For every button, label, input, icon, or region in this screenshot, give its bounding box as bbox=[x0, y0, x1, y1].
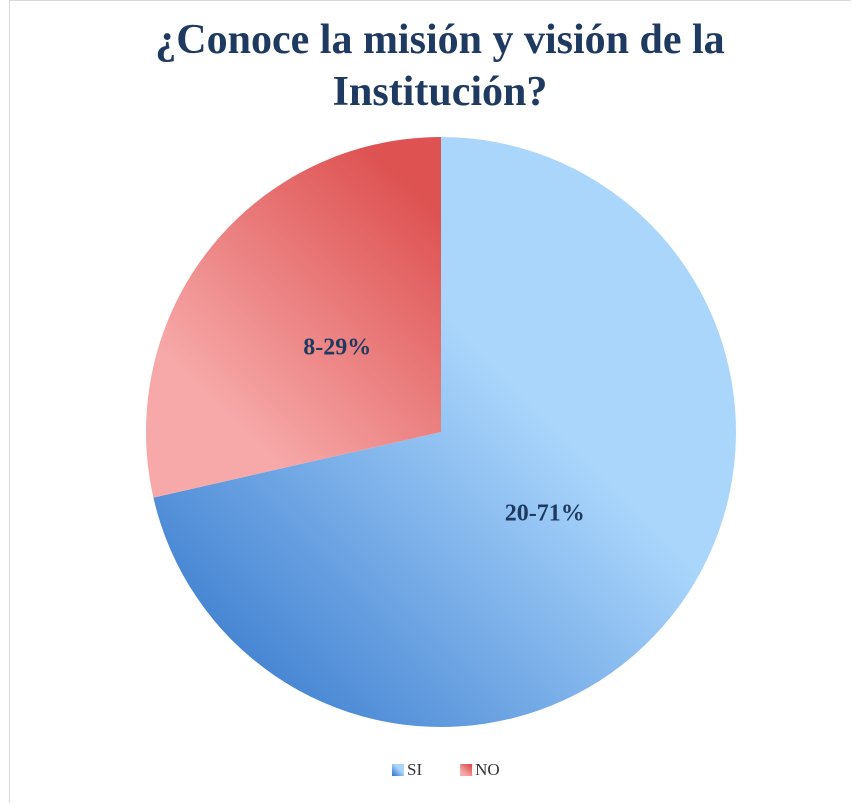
chart-title: ¿Conoce la misión y visión de la Institu… bbox=[155, 17, 725, 115]
legend-swatch bbox=[460, 764, 473, 776]
legend-label: NO bbox=[475, 760, 500, 779]
data-label: 20-71% bbox=[505, 500, 585, 526]
pie-slice bbox=[145, 137, 441, 498]
chart-frame bbox=[9, 0, 851, 803]
legend-label: SI bbox=[407, 760, 422, 779]
legend-swatch bbox=[392, 764, 404, 776]
pie-slice bbox=[153, 137, 737, 727]
data-label: 8-29% bbox=[303, 335, 371, 361]
